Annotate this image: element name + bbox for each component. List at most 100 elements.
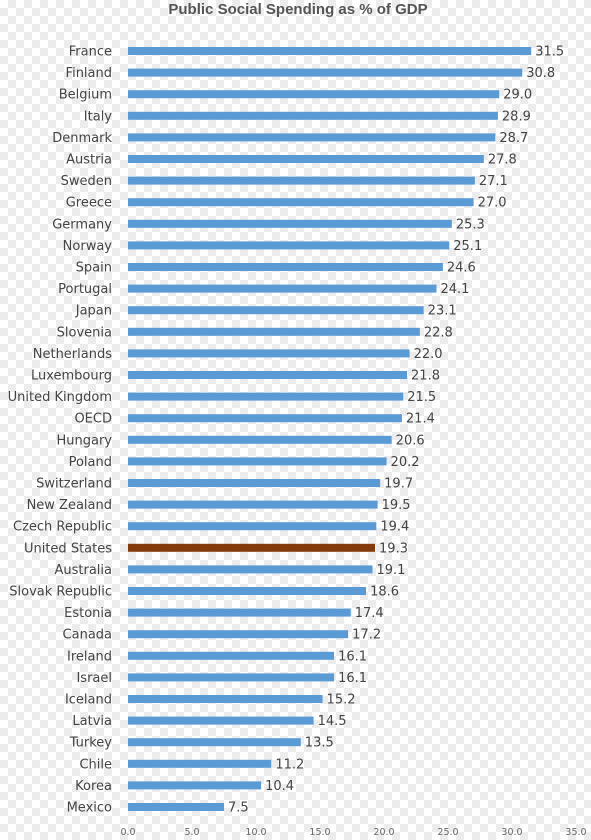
category-label-austria: Austria — [66, 153, 112, 168]
x-tick-label: 35.0 — [565, 827, 586, 838]
category-label-belgium: Belgium — [59, 88, 112, 103]
category-label-poland: Poland — [69, 455, 112, 470]
value-label-netherlands: 22.0 — [414, 347, 443, 362]
category-label-ireland: Ireland — [67, 649, 112, 664]
value-label-japan: 23.1 — [428, 304, 457, 319]
value-label-new-zealand: 19.5 — [382, 498, 411, 513]
bar-japan — [128, 306, 424, 315]
value-label-norway: 25.1 — [453, 239, 482, 254]
x-tick-label: 0.0 — [120, 827, 135, 838]
category-label-spain: Spain — [76, 261, 112, 276]
category-label-australia: Australia — [54, 563, 112, 578]
category-label-slovenia: Slovenia — [57, 325, 112, 340]
value-label-sweden: 27.1 — [479, 174, 508, 189]
bar-slovenia — [128, 327, 420, 336]
category-label-germany: Germany — [52, 217, 112, 232]
value-label-slovak-republic: 18.6 — [370, 585, 399, 600]
x-tick-label: 25.0 — [437, 827, 458, 838]
value-label-korea: 10.4 — [265, 779, 294, 794]
category-label-turkey: Turkey — [69, 736, 113, 751]
bar-spain — [128, 263, 443, 271]
bar-finland — [128, 68, 523, 77]
category-label-korea: Korea — [75, 779, 112, 794]
value-label-france: 31.5 — [535, 45, 564, 60]
category-label-latvia: Latvia — [72, 714, 112, 729]
value-label-germany: 25.3 — [456, 217, 485, 232]
bar-germany — [128, 219, 452, 228]
bar-canada — [128, 630, 349, 639]
bar-italy — [128, 111, 498, 120]
value-label-switzerland: 19.7 — [384, 477, 413, 492]
category-label-mexico: Mexico — [67, 801, 112, 816]
bar-greece — [128, 198, 474, 207]
category-label-czech-republic: Czech Republic — [13, 520, 112, 535]
x-tick-label: 20.0 — [373, 827, 394, 838]
value-label-slovenia: 22.8 — [424, 325, 453, 340]
category-label-canada: Canada — [63, 628, 112, 643]
bar-netherlands — [128, 349, 410, 358]
value-label-oecd: 21.4 — [406, 412, 435, 427]
category-label-japan: Japan — [75, 304, 112, 319]
category-label-estonia: Estonia — [64, 606, 112, 621]
bar-new-zealand — [128, 500, 378, 509]
bar-iceland — [128, 695, 323, 703]
category-label-netherlands: Netherlands — [33, 347, 112, 362]
category-label-denmark: Denmark — [52, 131, 112, 146]
value-label-latvia: 14.5 — [318, 714, 347, 729]
value-label-denmark: 28.7 — [499, 131, 528, 146]
value-label-italy: 28.9 — [502, 109, 531, 124]
bar-korea — [128, 781, 262, 790]
bar-denmark — [128, 133, 496, 142]
category-label-sweden: Sweden — [61, 174, 112, 189]
value-label-australia: 19.1 — [376, 563, 405, 578]
bar-united-kingdom — [128, 392, 404, 401]
value-label-czech-republic: 19.4 — [380, 520, 409, 535]
value-label-luxembourg: 21.8 — [411, 369, 440, 384]
value-label-united-kingdom: 21.5 — [407, 390, 436, 405]
value-label-united-states: 19.3 — [379, 541, 408, 556]
bar-united-states — [128, 543, 376, 552]
bar-australia — [128, 565, 373, 574]
bar-switzerland — [128, 479, 381, 487]
bar-estonia — [128, 608, 351, 617]
x-axis: 0.0 5.0 10.0 15.0 20.0 25.0 30.0 35.0 — [120, 827, 586, 838]
bar-slovak-republic — [128, 587, 367, 595]
bar-hungary — [128, 435, 392, 444]
value-label-portugal: 24.1 — [440, 282, 469, 297]
value-label-finland: 30.8 — [526, 66, 555, 81]
bar-chile — [128, 759, 272, 768]
category-label-united-states: United States — [24, 541, 112, 556]
category-label-chile: Chile — [79, 757, 112, 772]
value-label-turkey: 13.5 — [305, 736, 334, 751]
value-label-canada: 17.2 — [352, 628, 381, 643]
value-label-poland: 20.2 — [391, 455, 420, 470]
bar-turkey — [128, 738, 301, 747]
value-label-estonia: 17.4 — [355, 606, 384, 621]
value-label-iceland: 15.2 — [327, 693, 356, 708]
x-tick-label: 5.0 — [184, 827, 199, 838]
value-label-belgium: 29.0 — [503, 88, 532, 103]
bar-ireland — [128, 651, 335, 660]
x-tick-label: 10.0 — [245, 827, 266, 838]
category-label-france: France — [69, 45, 112, 60]
category-label-oecd: OECD — [74, 412, 112, 427]
category-label-norway: Norway — [63, 239, 113, 254]
chart-title: Public Social Spending as % of GDP — [168, 1, 427, 18]
x-tick-label: 15.0 — [309, 827, 330, 838]
value-label-ireland: 16.1 — [338, 649, 367, 664]
value-label-israel: 16.1 — [338, 671, 367, 686]
bar-france — [128, 47, 532, 55]
category-label-greece: Greece — [66, 196, 112, 211]
category-label-new-zealand: New Zealand — [27, 498, 112, 513]
bar-portugal — [128, 284, 437, 293]
bar-sweden — [128, 176, 475, 185]
value-label-spain: 24.6 — [447, 261, 476, 276]
category-label-hungary: Hungary — [56, 433, 112, 448]
category-label-luxembourg: Luxembourg — [31, 369, 112, 384]
bar-israel — [128, 673, 335, 682]
bar-luxembourg — [128, 371, 408, 379]
value-label-austria: 27.8 — [488, 153, 517, 168]
bars-group: France 31.5 Finland 30.8 Belgium 29.0 Italy 28.… — [8, 45, 564, 816]
category-label-united-kingdom: United Kingdom — [8, 390, 112, 405]
